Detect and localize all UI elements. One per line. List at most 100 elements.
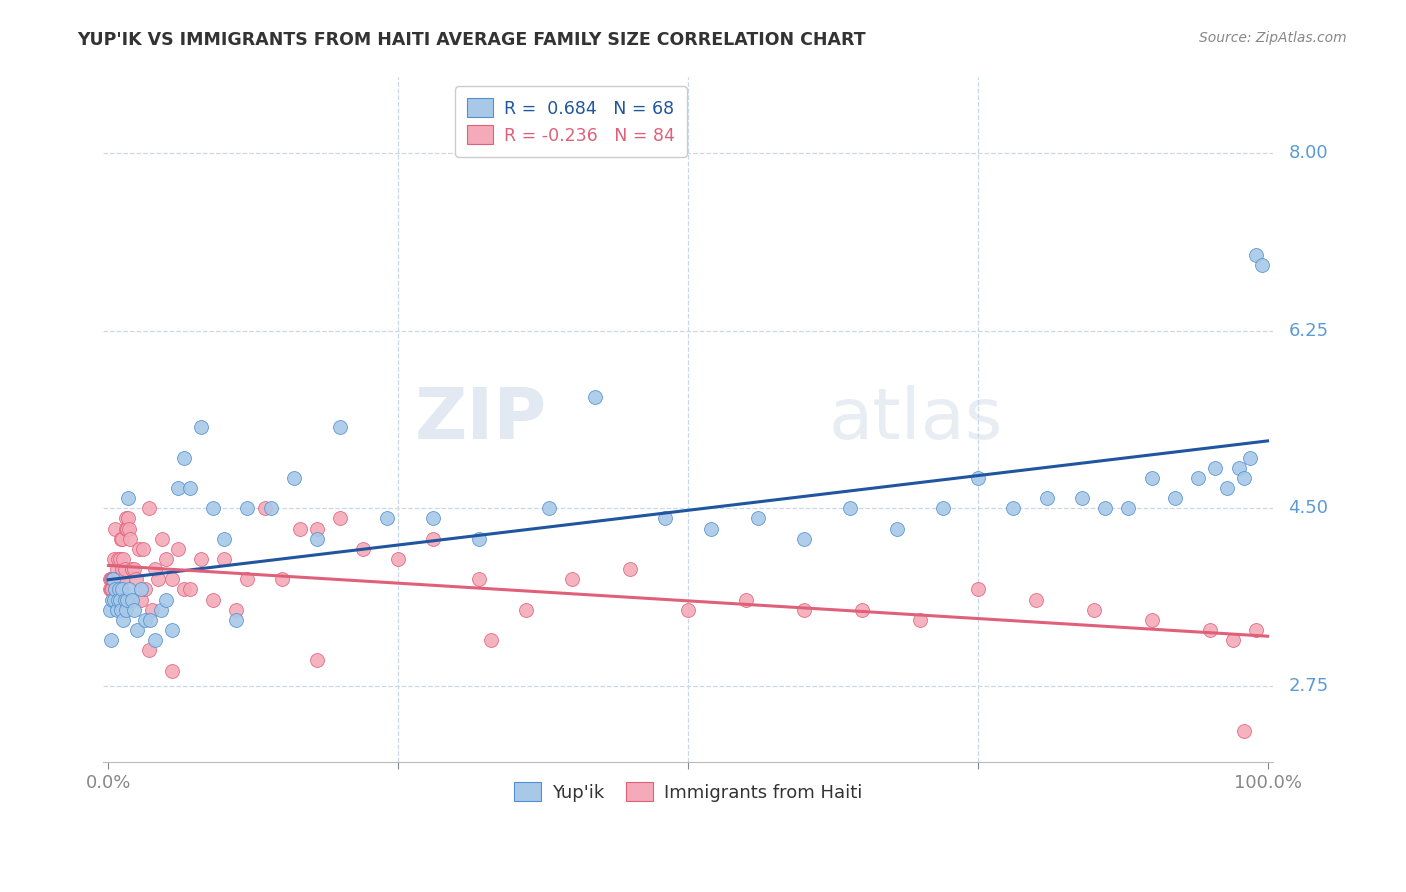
Point <box>101 572 124 586</box>
Point <box>104 582 127 597</box>
Point <box>103 552 125 566</box>
Point <box>103 572 125 586</box>
Point <box>1140 471 1163 485</box>
Point <box>839 501 862 516</box>
Point <box>214 532 236 546</box>
Point <box>111 562 134 576</box>
Point <box>966 582 988 597</box>
Point <box>793 603 815 617</box>
Point <box>117 491 139 505</box>
Point <box>1094 501 1116 516</box>
Point <box>700 522 723 536</box>
Point <box>305 532 328 546</box>
Point <box>114 562 136 576</box>
Point <box>201 501 224 516</box>
Point <box>1222 633 1244 648</box>
Point <box>110 532 132 546</box>
Point <box>101 572 124 586</box>
Point <box>121 562 143 576</box>
Text: atlas: atlas <box>828 385 1002 454</box>
Point <box>236 501 259 516</box>
Point <box>98 582 121 597</box>
Point <box>735 592 758 607</box>
Point <box>112 613 135 627</box>
Point <box>122 603 145 617</box>
Point <box>104 582 127 597</box>
Point <box>173 582 195 597</box>
Point <box>1083 603 1105 617</box>
Point <box>173 450 195 465</box>
Legend: Yup'ik, Immigrants from Haiti: Yup'ik, Immigrants from Haiti <box>502 769 875 814</box>
Point <box>179 582 201 597</box>
Point <box>134 582 156 597</box>
Point <box>108 582 131 597</box>
Text: 4.50: 4.50 <box>1288 500 1329 517</box>
Point <box>108 582 131 597</box>
Point <box>375 511 398 525</box>
Point <box>114 522 136 536</box>
Point <box>190 420 212 434</box>
Point <box>515 603 537 617</box>
Point <box>98 603 121 617</box>
Point <box>886 522 908 536</box>
Point <box>155 592 177 607</box>
Text: ZIP: ZIP <box>415 385 547 454</box>
Point <box>851 603 873 617</box>
Point <box>305 522 328 536</box>
Point <box>236 572 259 586</box>
Point <box>179 481 201 495</box>
Point <box>1118 501 1140 516</box>
Point <box>101 592 124 607</box>
Point <box>138 501 160 516</box>
Point <box>108 582 131 597</box>
Point <box>122 562 145 576</box>
Point <box>112 552 135 566</box>
Point <box>283 471 305 485</box>
Point <box>115 592 138 607</box>
Point <box>966 471 988 485</box>
Point <box>1216 481 1239 495</box>
Point <box>101 582 124 597</box>
Point <box>141 603 163 617</box>
Point <box>125 572 148 586</box>
Point <box>1244 623 1267 637</box>
Point <box>190 552 212 566</box>
Point <box>100 572 122 586</box>
Point <box>288 522 311 536</box>
Point <box>129 592 152 607</box>
Point <box>149 603 172 617</box>
Point <box>468 572 491 586</box>
Point <box>112 572 135 586</box>
Point <box>150 532 173 546</box>
Point <box>114 603 136 617</box>
Point <box>111 582 134 597</box>
Point <box>260 501 283 516</box>
Text: 2.75: 2.75 <box>1288 677 1329 695</box>
Point <box>105 603 128 617</box>
Point <box>114 592 136 607</box>
Point <box>1140 613 1163 627</box>
Point <box>1233 471 1256 485</box>
Point <box>225 603 247 617</box>
Point <box>110 582 132 597</box>
Point <box>1227 460 1250 475</box>
Point <box>108 582 131 597</box>
Point <box>1071 491 1094 505</box>
Point <box>1198 623 1220 637</box>
Point <box>1036 491 1059 505</box>
Point <box>537 501 560 516</box>
Point <box>932 501 955 516</box>
Point <box>121 592 143 607</box>
Point <box>132 541 155 556</box>
Text: 8.00: 8.00 <box>1288 145 1329 162</box>
Point <box>108 592 131 607</box>
Point <box>908 613 931 627</box>
Point <box>1239 450 1261 465</box>
Text: YUP'IK VS IMMIGRANTS FROM HAITI AVERAGE FAMILY SIZE CORRELATION CHART: YUP'IK VS IMMIGRANTS FROM HAITI AVERAGE … <box>77 31 866 49</box>
Point <box>115 522 138 536</box>
Point <box>329 511 352 525</box>
Point <box>160 572 183 586</box>
Point <box>583 390 606 404</box>
Point <box>619 562 641 576</box>
Point <box>214 552 236 566</box>
